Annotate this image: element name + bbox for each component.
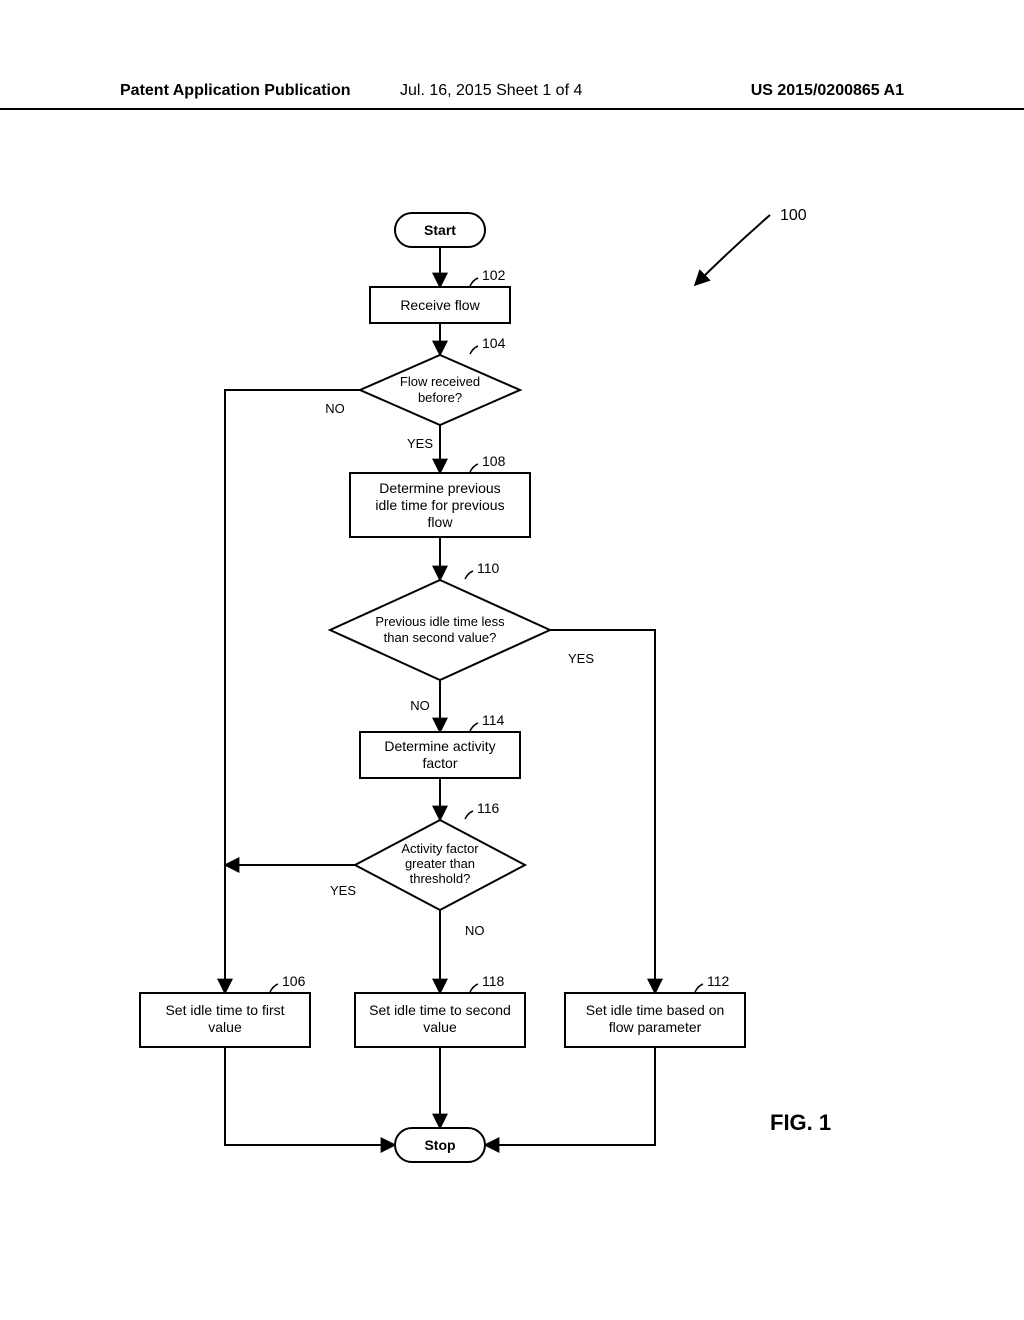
ref-116: 116 [477, 800, 500, 816]
node-stop: Stop [395, 1128, 485, 1162]
header-publication: Patent Application Publication [120, 82, 351, 100]
label-110-no: NO [410, 698, 430, 713]
edge-104-no [225, 390, 360, 993]
label-116-yes: YES [330, 883, 356, 898]
label-116-no: NO [465, 923, 485, 938]
node-106-label-1: Set idle time to first [165, 1002, 284, 1018]
ref-112: 112 [707, 973, 730, 989]
label-110-yes: YES [568, 651, 594, 666]
header-patent-number: US 2015/0200865 A1 [751, 82, 904, 100]
node-118-label-2: value [423, 1019, 457, 1035]
node-116-label-2: greater than [405, 856, 475, 871]
node-stop-label: Stop [424, 1137, 455, 1153]
ref-110: 110 [477, 560, 500, 576]
node-start: Start [395, 213, 485, 247]
node-114-label-1: Determine activity [384, 738, 495, 754]
node-104-label-2: before? [418, 390, 462, 405]
ref-114: 114 [482, 712, 505, 728]
node-112-label-2: flow parameter [609, 1019, 702, 1035]
node-116-label-1: Activity factor [401, 841, 479, 856]
figure-reference-100: 100 [695, 207, 807, 285]
node-108-label-2: idle time for previous [375, 497, 504, 513]
node-108-label-1: Determine previous [379, 480, 500, 496]
edge-112-stop [485, 1047, 655, 1145]
page: Patent Application Publication Jul. 16, … [0, 0, 1024, 1320]
edge-110-yes [550, 630, 655, 993]
ref-102: 102 [482, 267, 506, 283]
header-date-sheet: Jul. 16, 2015 Sheet 1 of 4 [400, 82, 582, 100]
ref-108: 108 [482, 453, 506, 469]
node-104-label-1: Flow received [400, 374, 480, 389]
node-112-label-1: Set idle time based on [586, 1002, 725, 1018]
node-110-label-1: Previous idle time less [375, 614, 505, 629]
node-114-label-2: factor [422, 755, 457, 771]
node-start-label: Start [424, 222, 456, 238]
node-108-label-3: flow [428, 514, 454, 530]
ref-118: 118 [482, 973, 505, 989]
node-118-label-1: Set idle time to second [369, 1002, 511, 1018]
flowchart-figure: 100 Start Receive flow 102 Flow received… [120, 200, 900, 1200]
node-116-label-3: threshold? [410, 871, 471, 886]
ref-104: 104 [482, 335, 506, 351]
ref-106: 106 [282, 973, 306, 989]
node-102-label: Receive flow [400, 297, 480, 313]
node-110-label-2: than second value? [384, 630, 497, 645]
label-104-no: NO [325, 401, 345, 416]
ref-100-label: 100 [780, 207, 807, 224]
edge-106-stop [225, 1047, 395, 1145]
node-106-label-2: value [208, 1019, 242, 1035]
label-104-yes: YES [407, 436, 433, 451]
figure-label: FIG. 1 [770, 1110, 831, 1135]
page-header: Patent Application Publication Jul. 16, … [0, 82, 1024, 110]
